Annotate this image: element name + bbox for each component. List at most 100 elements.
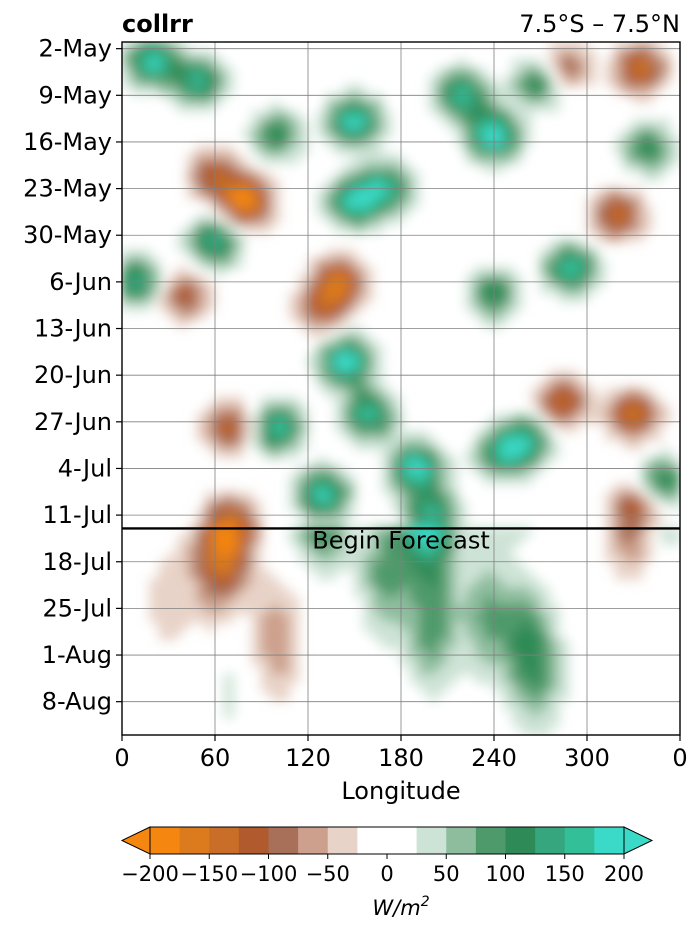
heatmap-cell bbox=[474, 439, 486, 450]
heatmap-cell bbox=[270, 422, 281, 433]
heatmap-cell bbox=[177, 595, 188, 606]
heatmap-cell bbox=[567, 240, 579, 251]
heatmap-cell bbox=[279, 595, 290, 606]
heatmap-cell bbox=[474, 93, 486, 104]
heatmap-cell bbox=[530, 708, 541, 719]
heatmap-cell bbox=[391, 630, 402, 641]
heatmap-cell bbox=[623, 42, 634, 52]
heatmap-cell bbox=[428, 621, 439, 632]
heatmap-cell bbox=[354, 405, 365, 415]
heatmap-cell bbox=[363, 119, 374, 130]
heatmap-cell bbox=[558, 673, 569, 684]
heatmap-cell bbox=[428, 76, 439, 86]
heatmap-cell bbox=[521, 457, 532, 467]
heatmap-cell bbox=[149, 76, 160, 86]
heatmap-cell bbox=[344, 526, 355, 537]
heatmap-cell bbox=[354, 197, 365, 208]
heatmap-cell bbox=[530, 76, 541, 86]
colorbar-swatch bbox=[179, 827, 210, 854]
heatmap-cell bbox=[447, 500, 458, 511]
heatmap-cell bbox=[586, 58, 597, 69]
heatmap-cell bbox=[530, 388, 541, 398]
heatmap-cell bbox=[177, 232, 188, 242]
heatmap-cell bbox=[521, 84, 532, 95]
heatmap-cell bbox=[223, 595, 235, 606]
heatmap-cell bbox=[177, 102, 188, 112]
heatmap-cell bbox=[233, 214, 244, 225]
heatmap-cell bbox=[363, 284, 374, 294]
heatmap-cell bbox=[186, 613, 197, 623]
heatmap-cell bbox=[344, 344, 355, 355]
heatmap-cell bbox=[122, 301, 132, 312]
heatmap-cell bbox=[558, 249, 569, 260]
heatmap-cell bbox=[354, 353, 365, 364]
heatmap-cell bbox=[344, 249, 355, 260]
heatmap-cell bbox=[335, 561, 346, 571]
heatmap-cell bbox=[512, 465, 523, 476]
heatmap-cell bbox=[381, 119, 393, 130]
heatmap-cell bbox=[195, 258, 207, 268]
heatmap-cell bbox=[149, 604, 160, 615]
heatmap-cell bbox=[419, 595, 430, 606]
colorbar-swatch bbox=[357, 827, 418, 854]
heatmap-cell bbox=[437, 552, 448, 563]
heatmap-cell bbox=[168, 630, 179, 641]
heatmap-cell bbox=[298, 552, 309, 563]
x-tick-label: 0 bbox=[672, 744, 687, 772]
heatmap-cell bbox=[474, 630, 486, 641]
heatmap-cell bbox=[270, 448, 281, 459]
heatmap-cell bbox=[605, 491, 616, 502]
heatmap-cell bbox=[419, 491, 430, 502]
heatmap-cell bbox=[363, 292, 374, 303]
heatmap-cell bbox=[130, 292, 142, 303]
heatmap-cell bbox=[521, 431, 532, 441]
heatmap-cell bbox=[567, 249, 579, 260]
heatmap-cell bbox=[158, 301, 169, 312]
heatmap-cell bbox=[251, 171, 262, 182]
heatmap-cell bbox=[195, 154, 207, 164]
heatmap-cell bbox=[270, 656, 281, 667]
heatmap-cell bbox=[261, 604, 272, 615]
heatmap-cell bbox=[530, 93, 541, 104]
heatmap-cell bbox=[419, 439, 430, 450]
heatmap-cell bbox=[381, 188, 393, 199]
heatmap-cell bbox=[437, 93, 448, 104]
heatmap-cell bbox=[391, 491, 402, 502]
y-tick-label: 13-Jun bbox=[34, 315, 112, 343]
heatmap-cell bbox=[205, 258, 216, 268]
heatmap-cell bbox=[391, 206, 402, 216]
heatmap-cell bbox=[223, 543, 235, 554]
heatmap-cell bbox=[326, 197, 337, 208]
heatmap-cell bbox=[428, 474, 439, 485]
heatmap-cell bbox=[233, 535, 244, 545]
heatmap-cell bbox=[223, 413, 235, 424]
heatmap-cell bbox=[177, 301, 188, 312]
heatmap-cell bbox=[474, 119, 486, 130]
heatmap-cell bbox=[447, 517, 458, 528]
heatmap-cell bbox=[595, 232, 607, 242]
heatmap-cell bbox=[484, 561, 495, 571]
heatmap-cell bbox=[437, 604, 448, 615]
heatmap-cell bbox=[493, 673, 504, 684]
heatmap-cell bbox=[233, 439, 244, 450]
heatmap-cell bbox=[642, 93, 653, 104]
heatmap-cell bbox=[316, 318, 328, 329]
heatmap-cell bbox=[493, 578, 504, 589]
heatmap-cell bbox=[205, 422, 216, 433]
heatmap-cell bbox=[316, 362, 328, 372]
heatmap-cell bbox=[251, 569, 262, 580]
heatmap-cell bbox=[567, 50, 579, 60]
heatmap-cell bbox=[614, 42, 625, 52]
heatmap-cell bbox=[660, 50, 672, 60]
heatmap-cell bbox=[177, 93, 188, 104]
heatmap-cell bbox=[419, 543, 430, 554]
heatmap-cell bbox=[381, 180, 393, 190]
heatmap-cell bbox=[288, 630, 300, 641]
heatmap-cell bbox=[279, 154, 290, 164]
heatmap-cell bbox=[642, 50, 653, 60]
heatmap-cell bbox=[270, 396, 281, 407]
heatmap-cell bbox=[261, 180, 272, 190]
heatmap-cell bbox=[344, 327, 355, 338]
heatmap-cell bbox=[540, 379, 551, 389]
heatmap-cell bbox=[428, 647, 439, 658]
